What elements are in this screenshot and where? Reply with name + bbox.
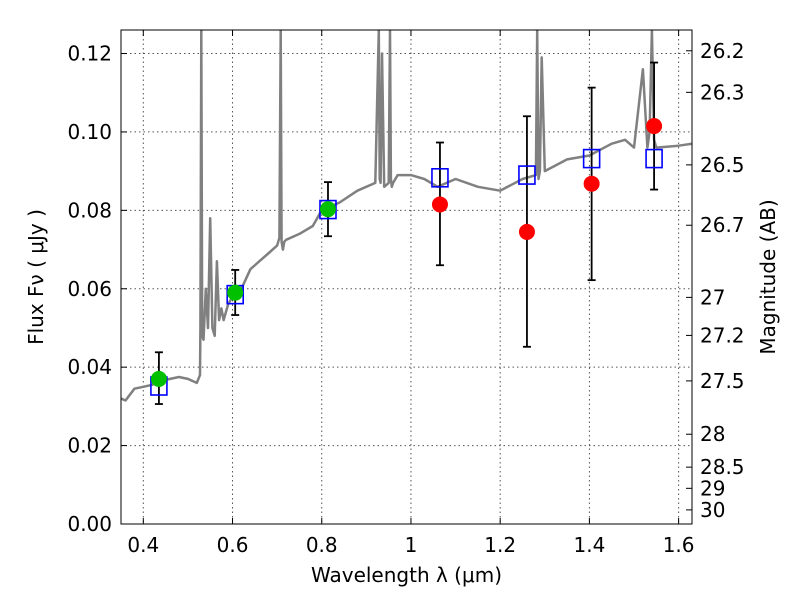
y-tick-label: 0.08 [67, 198, 112, 222]
right-tick-label: 27 [700, 285, 725, 309]
right-tick-label: 28 [700, 422, 725, 446]
model-square-marker [645, 148, 663, 169]
x-tick-label: 0.6 [217, 533, 249, 557]
x-tick-label: 1.6 [663, 533, 695, 557]
model-square-marker [518, 165, 536, 185]
right-tick-label: 28.5 [700, 455, 745, 479]
spectrum-line [121, 30, 692, 402]
grid [121, 30, 692, 525]
y-axis-label: Flux Fν ( μJy ) [24, 209, 48, 345]
red-data-point [518, 223, 535, 240]
right-tick-label: 29 [700, 476, 725, 500]
right-tick-label: 30 [700, 498, 725, 522]
right-tick-label: 26.3 [700, 80, 745, 104]
y-tick-label: 0.02 [67, 434, 112, 458]
green-data-point [227, 284, 244, 301]
right-tick-label: 27.2 [700, 323, 745, 347]
red-data-point [431, 196, 448, 213]
y-tick-label: 0.12 [67, 42, 112, 66]
model-square-marker [319, 199, 337, 220]
x-tick-label: 1 [405, 533, 418, 557]
green-data-point [319, 201, 336, 218]
model-square-marker [582, 148, 601, 169]
y-axis-right-label: Magnitude (AB) [756, 199, 780, 354]
x-tick-label: 1.4 [573, 533, 605, 557]
plot-frame [120, 29, 693, 525]
x-tick-label: 1.2 [484, 533, 516, 557]
x-axis-label: Wavelength λ (μm) [311, 563, 502, 587]
y-tick-label: 0.10 [67, 120, 112, 144]
data-markers [150, 61, 663, 405]
x-tick-label: 0.8 [306, 533, 338, 557]
y-tick-label: 0.00 [67, 512, 112, 536]
green-data-point [150, 370, 167, 387]
model-spectrum [121, 30, 692, 402]
axis-ticks: 0.4 0.6 0.8 1 1.2 1.4 1.6 0.00 0.02 0.04 0.06 0.08 0… [67, 30, 745, 557]
y-tick-label: 0.04 [67, 355, 112, 379]
y-tick-label: 0.06 [67, 277, 112, 301]
red-data-point [583, 175, 600, 192]
right-tick-label: 26.7 [700, 213, 745, 237]
right-tick-label: 27.5 [700, 369, 745, 393]
red-data-point [646, 118, 663, 135]
right-tick-label: 26.2 [700, 39, 745, 63]
right-tick-label: 26.5 [700, 153, 745, 177]
model-square-marker [431, 168, 449, 188]
x-tick-label: 0.4 [127, 533, 159, 557]
